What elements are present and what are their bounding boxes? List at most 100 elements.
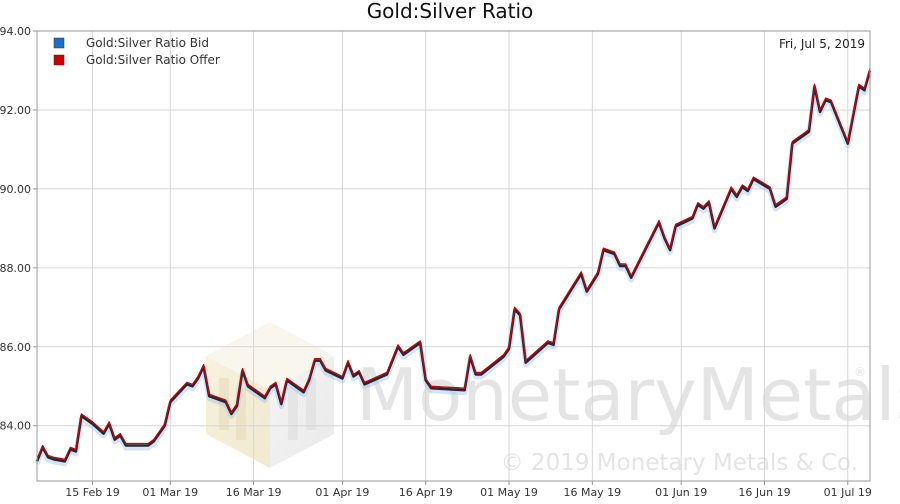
data-point xyxy=(631,275,632,276)
data-point xyxy=(692,216,693,217)
data-point xyxy=(225,400,226,401)
data-point xyxy=(186,384,187,385)
data-point xyxy=(303,390,304,391)
data-point xyxy=(425,378,426,379)
data-point xyxy=(503,356,504,357)
data-point xyxy=(475,372,476,373)
data-point xyxy=(464,388,465,389)
data-point xyxy=(786,196,787,197)
data-point xyxy=(120,433,121,434)
data-point xyxy=(731,186,732,187)
data-point xyxy=(109,421,110,422)
data-point xyxy=(736,196,737,197)
legend-swatch-bid xyxy=(53,37,65,49)
data-point xyxy=(631,277,632,278)
data-point xyxy=(397,344,398,345)
data-point xyxy=(525,362,526,363)
data-point xyxy=(359,370,360,371)
data-point xyxy=(48,457,49,458)
data-point xyxy=(125,443,126,444)
data-point xyxy=(81,413,82,414)
x-tick-label: 16 Apr 19 xyxy=(399,486,453,499)
watermark-registered: ® xyxy=(854,365,866,379)
x-tick-label: 01 Jul 19 xyxy=(824,486,872,499)
data-point xyxy=(148,445,149,446)
data-point xyxy=(314,358,315,359)
data-point xyxy=(736,194,737,195)
data-point xyxy=(742,184,743,185)
data-point xyxy=(103,431,104,432)
data-point xyxy=(775,206,776,207)
data-point xyxy=(392,358,393,359)
data-point xyxy=(270,386,271,387)
data-point xyxy=(64,459,65,460)
data-point xyxy=(320,358,321,359)
legend-label-bid: Gold:Silver Ratio Bid xyxy=(86,36,209,50)
data-point xyxy=(470,354,471,355)
series-line-offer[interactable] xyxy=(36,68,871,460)
data-point xyxy=(153,441,154,442)
data-point xyxy=(769,186,770,187)
legend-item-bid[interactable]: Gold:Silver Ratio Bid xyxy=(53,36,209,50)
y-axis: 84.00 86.00 88.00 90.00 92.00 94.00 xyxy=(0,25,37,433)
data-point xyxy=(403,352,404,353)
data-point xyxy=(747,190,748,191)
data-point xyxy=(325,368,326,369)
data-point xyxy=(186,382,187,383)
data-point xyxy=(581,271,582,272)
data-point xyxy=(825,98,826,99)
data-point xyxy=(703,206,704,207)
data-point xyxy=(92,421,93,422)
data-point xyxy=(247,386,248,387)
x-tick-label: 01 Jun 19 xyxy=(655,486,707,499)
data-point xyxy=(808,129,809,130)
data-point xyxy=(775,204,776,205)
data-point xyxy=(481,374,482,375)
data-point xyxy=(586,289,587,290)
y-tick-label: 92.00 xyxy=(0,104,31,117)
data-point xyxy=(514,307,515,308)
data-point xyxy=(192,386,193,387)
series-line-bid[interactable] xyxy=(35,70,872,463)
data-point xyxy=(864,88,865,89)
x-tick-label: 01 May 19 xyxy=(480,486,538,499)
data-point xyxy=(431,386,432,387)
data-point xyxy=(209,394,210,395)
data-point xyxy=(247,384,248,385)
data-point xyxy=(481,372,482,373)
data-point xyxy=(792,141,793,142)
legend-item-offer[interactable]: Gold:Silver Ratio Offer xyxy=(53,53,220,67)
series-shadow xyxy=(34,72,873,467)
data-point xyxy=(420,340,421,341)
watermark-copyright: © 2019 Monetary Metals & Co. xyxy=(501,450,858,476)
data-point xyxy=(264,398,265,399)
data-point xyxy=(670,248,671,249)
data-point xyxy=(197,376,198,377)
data-point xyxy=(342,376,343,377)
data-point xyxy=(814,84,815,85)
data-point xyxy=(664,236,665,237)
data-point xyxy=(747,188,748,189)
data-point xyxy=(148,443,149,444)
data-point xyxy=(92,423,93,424)
data-point xyxy=(353,374,354,375)
data-point xyxy=(858,84,859,85)
data-point xyxy=(103,433,104,434)
data-point xyxy=(281,403,282,404)
data-point xyxy=(164,423,165,424)
date-label: Fri, Jul 5, 2019 xyxy=(779,37,865,51)
data-point xyxy=(553,342,554,343)
data-point xyxy=(325,370,326,371)
y-tick-label: 90.00 xyxy=(0,183,31,196)
data-point xyxy=(75,451,76,452)
data-point xyxy=(53,457,54,458)
x-tick-label: 01 Mar 19 xyxy=(142,486,198,499)
data-point xyxy=(364,384,365,385)
data-point xyxy=(153,439,154,440)
series-layer xyxy=(34,68,873,467)
data-point xyxy=(620,263,621,264)
watermark-brand: MonetaryMetals xyxy=(356,353,900,437)
data-point xyxy=(114,437,115,438)
data-point xyxy=(864,90,865,91)
